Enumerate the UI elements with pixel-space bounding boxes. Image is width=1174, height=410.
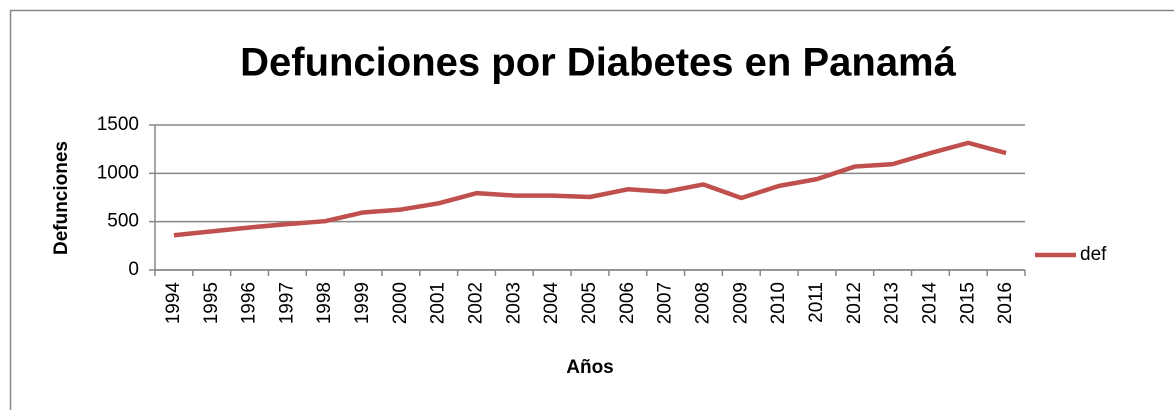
x-tick-label: 2009 <box>730 282 751 324</box>
x-tick-label: 2000 <box>390 282 411 324</box>
x-tick-label: 2004 <box>541 282 562 325</box>
x-tick-label: 2014 <box>919 282 940 325</box>
x-tick-label: 2001 <box>428 282 449 324</box>
x-tick-label: 2006 <box>617 282 638 324</box>
y-axis-title: Defunciones <box>51 141 72 255</box>
x-tick-label: 2007 <box>655 282 676 324</box>
x-tick-label: 2013 <box>882 282 903 324</box>
chart-border <box>9 9 1174 410</box>
x-tick-label: 1998 <box>314 282 335 324</box>
x-tick-label: 1997 <box>276 282 297 324</box>
y-tick-label: 1000 <box>97 162 139 183</box>
x-tick-label: 2016 <box>995 282 1016 324</box>
x-tick-label: 2003 <box>503 282 524 324</box>
x-tick-label: 2012 <box>844 282 865 324</box>
chart-title: Defunciones por Diabetes en Panamá <box>240 41 957 85</box>
x-tick-label: 1999 <box>352 282 373 324</box>
data-line <box>173 140 1007 238</box>
x-tick-label: 1995 <box>201 282 222 324</box>
x-tick-label: 2002 <box>466 282 487 324</box>
x-tick-label: 2015 <box>957 282 978 324</box>
x-axis-title: Años <box>566 357 614 378</box>
legend-label: def <box>1080 244 1107 265</box>
x-tick-label: 2010 <box>768 282 789 324</box>
x-tick-label: 2011 <box>806 282 827 323</box>
y-tick-label: 500 <box>107 211 139 232</box>
x-tick-label: 1996 <box>239 282 260 324</box>
x-tick-label: 2005 <box>579 282 600 324</box>
x-tick-label: 1994 <box>163 282 184 325</box>
y-tick-label: 0 <box>128 259 139 280</box>
y-tick-label: 1500 <box>97 114 139 135</box>
x-tick-label: 2008 <box>692 282 713 324</box>
